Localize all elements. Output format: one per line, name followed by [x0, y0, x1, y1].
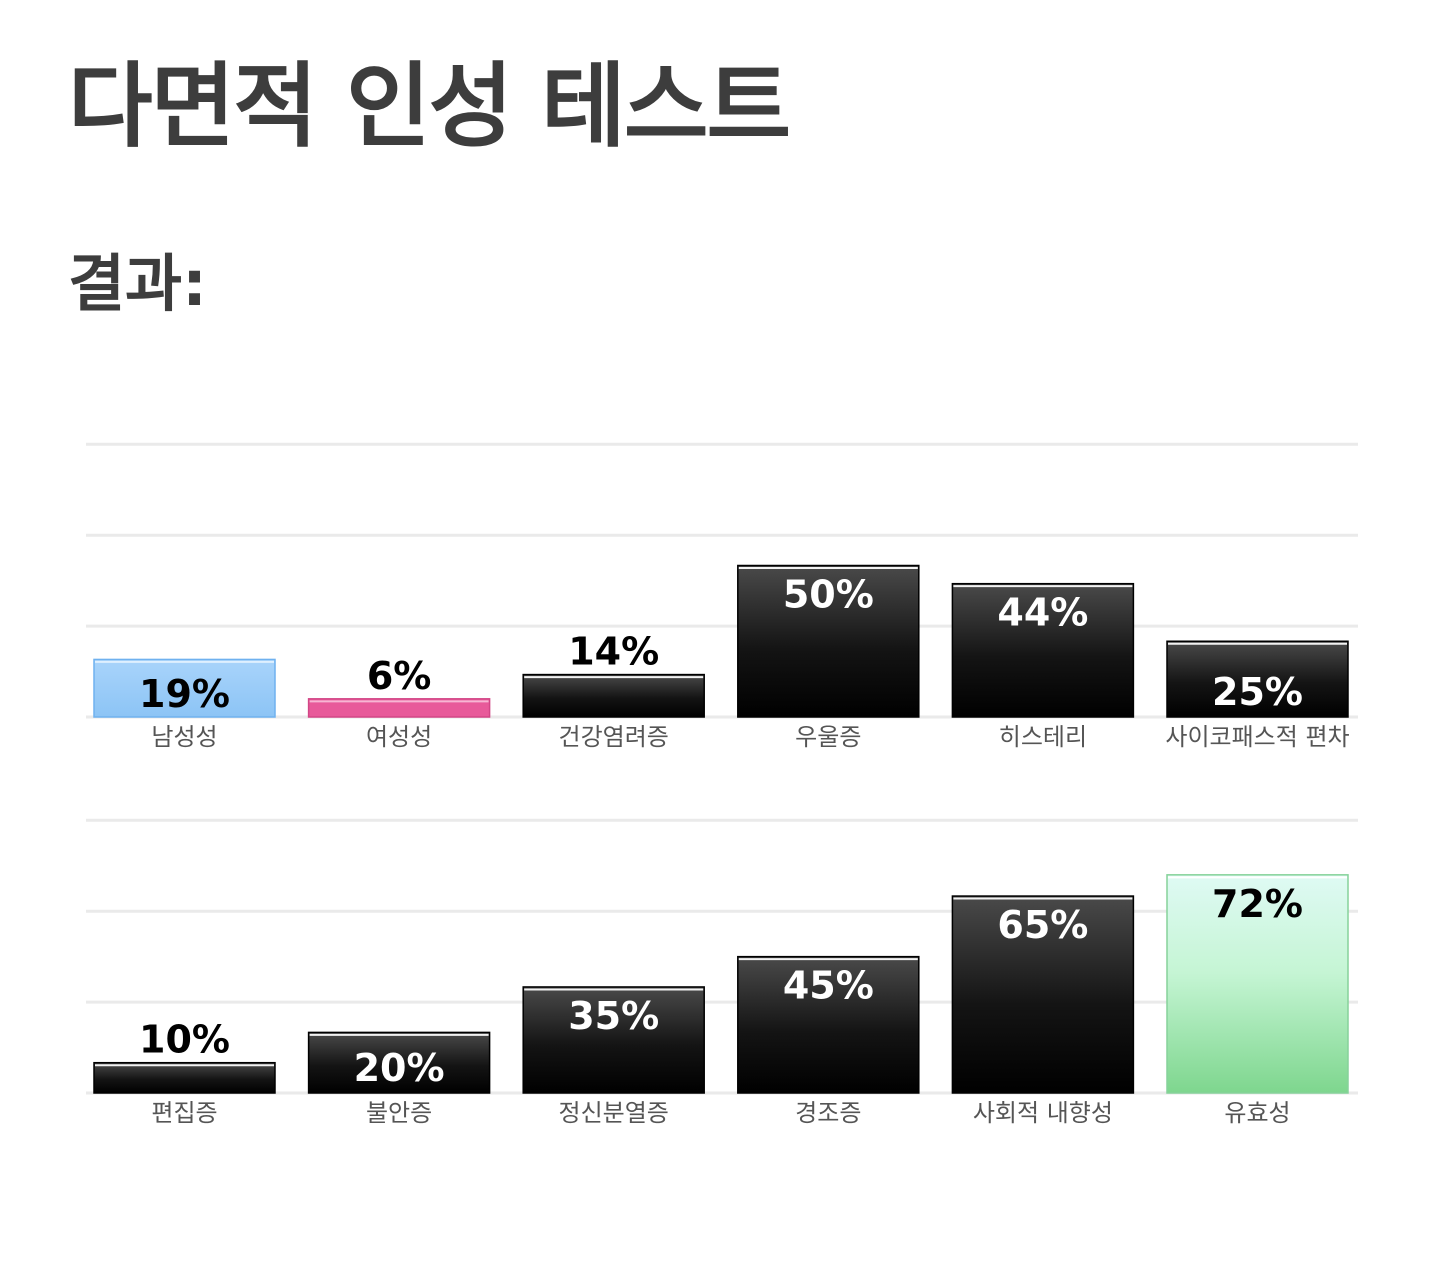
- bar-value-label: 20%: [354, 1046, 445, 1090]
- bar-upper-3: [522, 673, 705, 718]
- bar-upper-1: [93, 658, 276, 718]
- bar-lower-1: [93, 1061, 276, 1094]
- category-label: 남성성: [151, 723, 217, 751]
- bar-value-label: 19%: [139, 672, 230, 716]
- bar-upper-5: [951, 582, 1135, 718]
- bar-value-label: 14%: [568, 630, 659, 674]
- category-label: 정신분열증: [558, 1099, 668, 1127]
- chart-lower-scales: 10% 편집증 20% 불안증 35% 정신분열증 45% 경조증 65% 사회적 내향성 72% 유…: [0, 806, 1440, 1146]
- bar-value-label: 72%: [1212, 882, 1303, 926]
- page-title: 다면적 인성 테스트: [68, 53, 791, 160]
- bar-value-label: 50%: [783, 573, 874, 617]
- bar-upper-2: [307, 698, 491, 718]
- bar-value-label: 44%: [997, 591, 1088, 635]
- results-heading: 결과:: [68, 247, 207, 320]
- category-label: 우울증: [795, 723, 861, 751]
- category-label: 경조증: [795, 1099, 861, 1127]
- chart-lower-svg: 10% 편집증 20% 불안증 35% 정신분열증 45% 경조증 65% 사회적 내향성 72% 유…: [86, 818, 1358, 1127]
- chart-upper-scales: 19% 남성성 6% 여성성 14% 건강염려증 50% 우울증 44% 히스테리 25% 사이코패스…: [0, 430, 1440, 770]
- bar-lower-6: [1166, 874, 1349, 1094]
- bar-lower-5: [951, 895, 1135, 1094]
- category-label: 히스테리: [999, 723, 1087, 751]
- category-label: 유효성: [1224, 1099, 1290, 1127]
- category-label: 사이코패스적 편차: [1165, 723, 1349, 751]
- category-label: 불안증: [366, 1099, 432, 1127]
- category-label: 사회적 내향성: [973, 1099, 1113, 1127]
- bar-lower-2: [307, 1031, 491, 1094]
- category-label: 여성성: [366, 723, 432, 751]
- bar-lower-4: [737, 955, 920, 1094]
- bar-value-label: 65%: [997, 903, 1088, 947]
- bar-value-label: 10%: [139, 1018, 230, 1062]
- bar-value-label: 45%: [783, 964, 874, 1008]
- bar-value-label: 6%: [367, 654, 432, 698]
- bar-lower-3: [522, 986, 705, 1094]
- chart-upper-svg: 19% 남성성 6% 여성성 14% 건강염려증 50% 우울증 44% 히스테리 25% 사이코패스…: [86, 442, 1358, 751]
- bar-value-label: 35%: [568, 994, 659, 1038]
- category-label: 편집증: [151, 1099, 217, 1127]
- bar-upper-4: [737, 564, 920, 718]
- bar-value-label: 25%: [1212, 670, 1303, 714]
- category-label: 건강염려증: [558, 723, 668, 751]
- bar-upper-6: [1166, 640, 1349, 718]
